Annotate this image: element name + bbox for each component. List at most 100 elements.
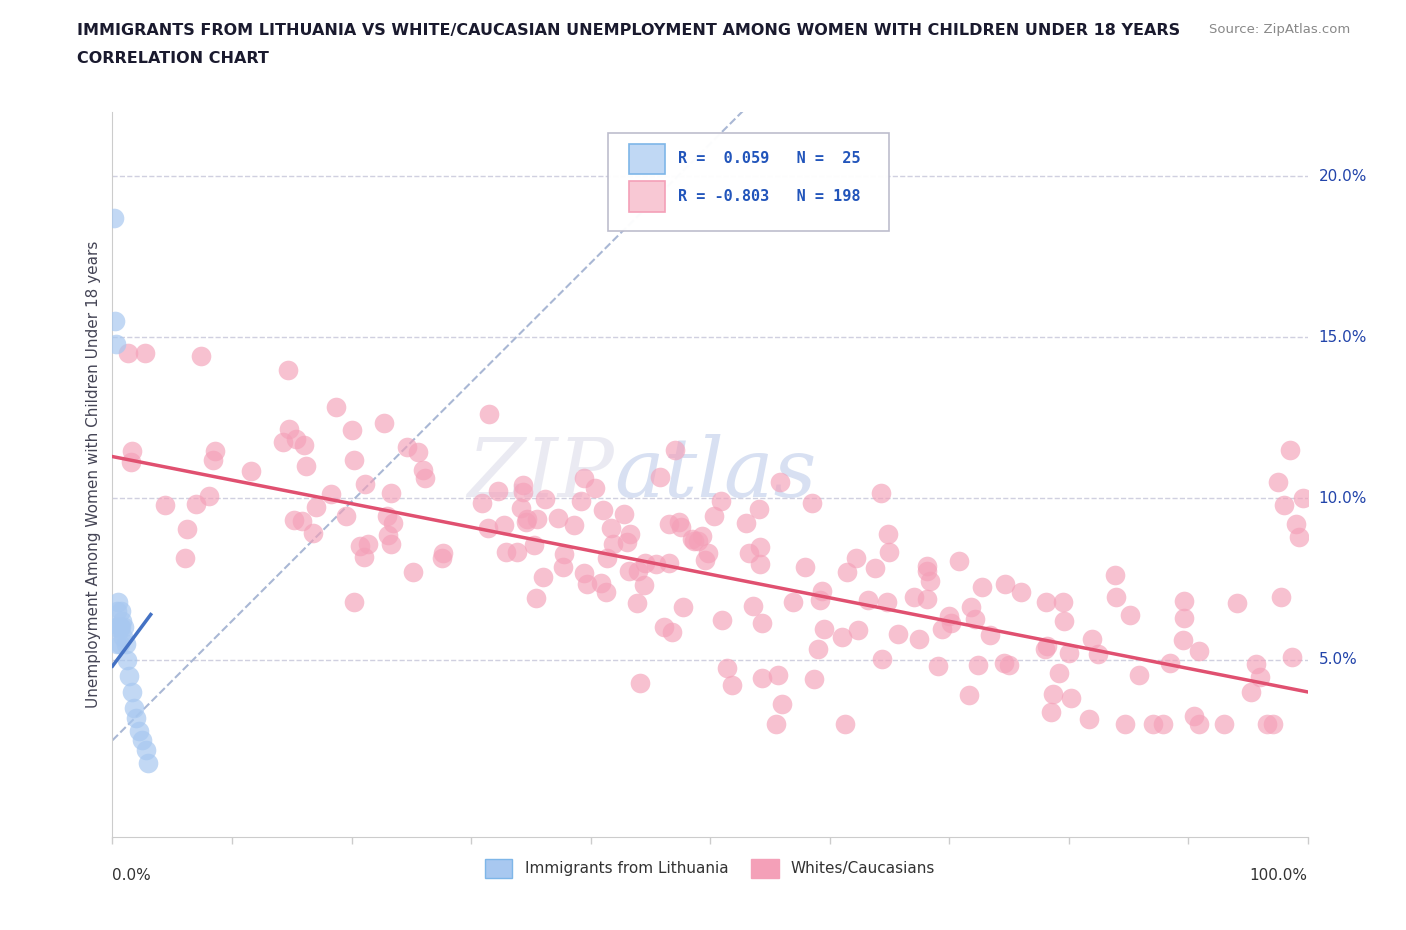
Point: [1033, 642, 1056, 657]
Point: [305, 499, 328, 514]
Point: [104, 313, 127, 328]
Point: [120, 455, 142, 470]
Point: [920, 574, 942, 589]
Point: [105, 604, 128, 618]
Point: [793, 560, 815, 575]
Point: [302, 525, 325, 540]
Point: [128, 724, 150, 738]
Point: [516, 512, 538, 526]
Point: [583, 480, 606, 495]
Point: [377, 527, 399, 542]
Point: [626, 596, 648, 611]
Point: [553, 547, 575, 562]
Point: [681, 531, 703, 546]
Point: [807, 642, 830, 657]
Point: [721, 678, 744, 693]
Point: [915, 591, 938, 606]
Point: [959, 600, 981, 615]
Legend: Immigrants from Lithuania, Whites/Caucasians: Immigrants from Lithuania, Whites/Caucas…: [478, 853, 942, 884]
Point: [997, 658, 1019, 672]
Point: [1278, 443, 1301, 458]
Point: [1182, 709, 1205, 724]
Point: [1052, 594, 1074, 609]
Point: [1059, 691, 1081, 706]
Point: [1267, 475, 1289, 490]
Point: [633, 578, 655, 592]
Point: [406, 445, 429, 459]
Point: [551, 559, 574, 574]
Point: [668, 514, 690, 529]
Point: [495, 545, 517, 560]
Point: [626, 564, 648, 578]
Point: [176, 522, 198, 537]
Point: [380, 485, 402, 500]
Point: [965, 612, 987, 627]
Point: [114, 636, 136, 651]
Point: [1213, 717, 1236, 732]
Point: [271, 434, 294, 449]
Point: [600, 520, 623, 535]
Text: R =  0.059   N =  25: R = 0.059 N = 25: [678, 152, 860, 166]
Point: [751, 671, 773, 685]
Point: [105, 636, 128, 651]
Point: [131, 733, 153, 748]
Point: [1173, 611, 1195, 626]
Point: [432, 545, 454, 560]
Point: [325, 400, 347, 415]
Point: [1249, 670, 1271, 684]
Point: [135, 742, 157, 757]
Point: [927, 658, 949, 673]
Point: [634, 555, 657, 570]
Point: [1171, 632, 1194, 647]
Point: [375, 509, 398, 524]
Point: [477, 520, 499, 535]
Point: [1246, 657, 1268, 671]
Point: [931, 621, 953, 636]
Point: [661, 624, 683, 639]
Text: 20.0%: 20.0%: [1319, 168, 1367, 183]
Point: [295, 458, 318, 473]
Point: [1053, 614, 1076, 629]
Point: [876, 595, 898, 610]
Point: [283, 512, 305, 527]
Point: [616, 534, 638, 549]
Point: [110, 620, 132, 635]
Point: [277, 363, 299, 378]
Point: [510, 500, 533, 515]
Text: 0.0%: 0.0%: [112, 868, 152, 883]
Point: [1010, 585, 1032, 600]
Point: [592, 502, 614, 517]
Point: [1226, 595, 1249, 610]
Point: [349, 538, 371, 553]
Point: [174, 551, 197, 565]
Point: [658, 517, 681, 532]
Point: [938, 609, 960, 624]
Point: [1188, 717, 1211, 732]
Point: [531, 569, 554, 584]
Point: [811, 583, 834, 598]
Point: [103, 210, 125, 225]
Text: CORRELATION CHART: CORRELATION CHART: [77, 51, 269, 66]
Point: [908, 631, 931, 646]
Point: [486, 484, 509, 498]
Point: [711, 613, 734, 628]
Point: [994, 577, 1017, 591]
Point: [1078, 711, 1101, 726]
Point: [1263, 717, 1285, 732]
Point: [285, 432, 308, 446]
Point: [575, 577, 598, 591]
Point: [564, 517, 586, 532]
Point: [915, 558, 938, 573]
Point: [291, 513, 314, 528]
Text: Source: ZipAtlas.com: Source: ZipAtlas.com: [1209, 23, 1350, 36]
Point: [1081, 631, 1104, 646]
FancyBboxPatch shape: [609, 133, 890, 232]
Point: [650, 470, 672, 485]
Point: [716, 660, 738, 675]
Point: [430, 551, 453, 566]
Point: [686, 533, 709, 548]
Point: [808, 593, 831, 608]
Point: [710, 494, 733, 509]
Text: 15.0%: 15.0%: [1319, 330, 1367, 345]
Point: [695, 552, 717, 567]
